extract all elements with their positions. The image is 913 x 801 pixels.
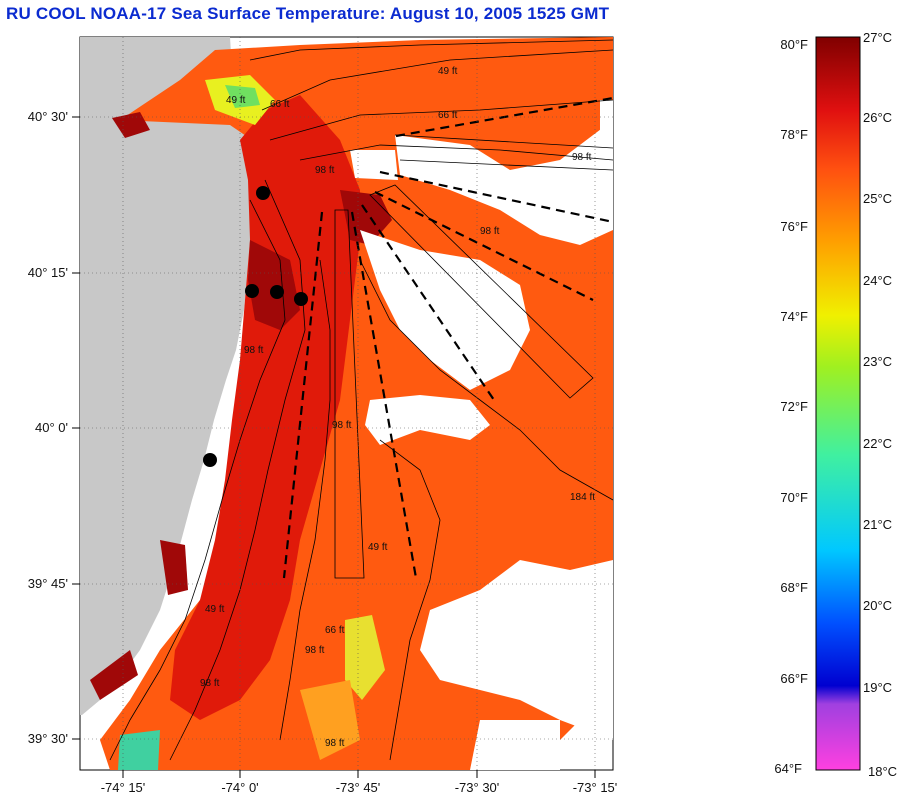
depth-label: 98 ft [325, 738, 345, 749]
graticule [80, 37, 613, 770]
sst-green-patch-south [118, 730, 160, 770]
cloud-mask-south [470, 720, 560, 770]
colorbar-f-label: 74°F [780, 309, 808, 324]
colorbar-c-label: 20°C [863, 598, 893, 613]
depth-label: 98 ft [305, 645, 325, 656]
depth-label: 98 ft [315, 165, 335, 176]
depth-label: 49 ft [368, 542, 388, 553]
depth-label: 49 ft [226, 95, 246, 106]
cloud-mask-east [360, 230, 530, 390]
lat-label: 39° 30' [27, 731, 68, 746]
lon-label: -73° 15' [572, 780, 618, 795]
map-title: RU COOL NOAA-17 Sea Surface Temperature:… [6, 4, 610, 23]
sst-red-region [170, 95, 360, 720]
colorbar-c-label: 25°C [863, 191, 893, 206]
colorbar-f-label: 72°F [780, 399, 808, 414]
lon-label: -74° 15' [100, 780, 146, 795]
depth-label: 66 ft [438, 110, 458, 121]
lat-label: 40° 0' [35, 420, 68, 435]
lat-label: 40° 15' [27, 265, 68, 280]
sst-green-patch-north [225, 85, 260, 108]
colorbar-c-label: 22°C [863, 436, 893, 451]
colorbar-c-label: 26°C [863, 110, 893, 125]
colorbar-f-label: 68°F [780, 580, 808, 595]
cloud-mask-far-east [600, 100, 613, 150]
colorbar-c-label: 24°C [863, 273, 893, 288]
sst-hot-spot-bay [90, 650, 138, 700]
colorbar-f-label: 64°F [774, 761, 802, 776]
sst-orange-light-south [300, 680, 360, 760]
colorbar [815, 36, 861, 771]
lon-label: -73° 30' [454, 780, 500, 795]
colorbar-c-label: 19°C [863, 680, 893, 695]
depth-label: 98 ft [200, 678, 220, 689]
colorbar-f-label: 78°F [780, 127, 808, 142]
cloud-mask-southeast [420, 560, 613, 740]
sst-yellow-patch-south [345, 615, 385, 700]
station-marker [203, 453, 217, 467]
depth-label: 184 ft [570, 492, 596, 503]
sst-hot-spot-south [160, 540, 188, 595]
lat-label: 39° 45' [27, 576, 68, 591]
survey-boxes [334, 134, 613, 579]
depth-label: 66 ft [325, 625, 345, 636]
depth-label: 49 ft [438, 66, 458, 77]
depth-label: 66 ft [270, 99, 290, 110]
frame-ticks [72, 116, 596, 778]
station-marker [256, 186, 270, 200]
colorbar-c-label: 18°C [868, 764, 898, 779]
colorbar-f-label: 76°F [780, 219, 808, 234]
depth-label: 98 ft [480, 226, 500, 237]
colorbar-f-label: 80°F [780, 37, 808, 52]
station-marker [245, 284, 259, 298]
colorbar-c-label: 23°C [863, 354, 893, 369]
station-marker [270, 285, 284, 299]
depth-label: 49 ft [205, 604, 225, 615]
colorbar-f-label: 66°F [780, 671, 808, 686]
lat-label: 40° 30' [27, 109, 68, 124]
colorbar-f-label: 70°F [780, 490, 808, 505]
cloud-mask-northeast [395, 120, 613, 245]
depth-label: 98 ft [332, 420, 352, 431]
colorbar-c-label: 27°C [863, 30, 893, 45]
sst-hot-spot-north [112, 112, 150, 138]
station-markers [203, 186, 308, 467]
lon-label: -74° 0' [221, 780, 259, 795]
colorbar-c-label: 21°C [863, 517, 893, 532]
station-marker [294, 292, 308, 306]
lon-label: -73° 45' [335, 780, 381, 795]
depth-label: 98 ft [572, 152, 592, 163]
depth-label: 98 ft [244, 345, 264, 356]
cloud-mask-center [365, 395, 490, 445]
sst-hot-spot-coast [248, 240, 300, 330]
